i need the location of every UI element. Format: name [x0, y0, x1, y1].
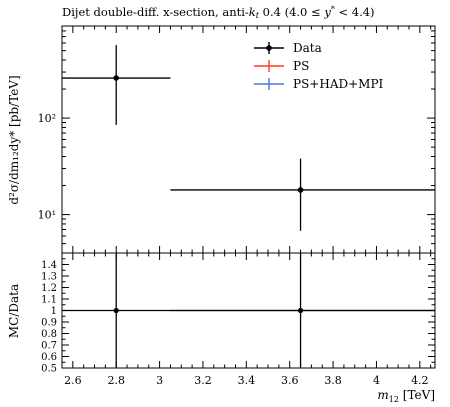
legend: Data PS PS+HAD+MPI — [254, 41, 384, 91]
main-data-layer — [62, 45, 435, 231]
ratio-data-layer — [62, 253, 435, 368]
chart-title: Dijet double-diff. x-section, anti-kt 0.… — [62, 5, 375, 20]
main-y-tick-label: 10¹ — [38, 209, 56, 222]
ratio-y-tick-label: 0.5 — [41, 364, 57, 375]
data-point — [297, 187, 304, 193]
ticks-layer: 2.6 2.8 3 3.2 3.4 3.6 3.8 4 4.2 10² 10¹ 1.41.31.21.… — [38, 26, 435, 387]
ratio-y-tick-label: 0.8 — [41, 329, 57, 340]
x-tick-label: 3.8 — [324, 374, 342, 387]
data-point — [113, 75, 120, 81]
legend-ps-had-mpi-label: PS+HAD+MPI — [293, 77, 384, 91]
ratio-y-tick-label: 0.9 — [41, 318, 57, 329]
ratio-y-tick-label: 1.2 — [41, 283, 57, 294]
x-tick-label: 2.6 — [64, 374, 82, 387]
main-y-tick-label: 10² — [38, 112, 56, 125]
ratio-point — [297, 307, 304, 314]
x-tick-label: 3.2 — [194, 374, 212, 387]
ratio-y-tick-label: 1.1 — [41, 295, 57, 306]
legend-ps-label: PS — [293, 59, 309, 73]
x-tick-label: 3.4 — [238, 374, 256, 387]
ratio-y-axis-label: MC/Data — [7, 284, 21, 338]
x-tick-label: 3.6 — [281, 374, 299, 387]
main-y-axis-label: d²σ/dm₁₂dy* [pb/TeV] — [7, 75, 21, 204]
x-axis-label: m12 [TeV] — [377, 388, 435, 404]
legend-entry-data: Data — [254, 41, 322, 55]
main-panel-frame — [61, 25, 436, 254]
legend-entry-ps: PS — [254, 59, 309, 73]
x-tick-label: 4 — [373, 374, 380, 387]
ratio-y-tick-label: 0.7 — [41, 341, 57, 352]
ratio-point — [113, 307, 119, 314]
ratio-y-tick-label: 1 — [51, 306, 57, 317]
ratio-y-tick-label: 1.4 — [41, 260, 57, 271]
legend-entry-ps-had-mpi: PS+HAD+MPI — [254, 77, 384, 91]
ratio-y-tick-label: 0.6 — [41, 352, 57, 363]
x-tick-label: 3 — [156, 374, 163, 387]
x-tick-label: 4.2 — [411, 374, 429, 387]
legend-data-marker — [266, 45, 272, 51]
legend-data-label: Data — [293, 41, 322, 55]
ratio-y-tick-label: 1.3 — [41, 272, 57, 283]
x-tick-label: 2.8 — [107, 374, 125, 387]
